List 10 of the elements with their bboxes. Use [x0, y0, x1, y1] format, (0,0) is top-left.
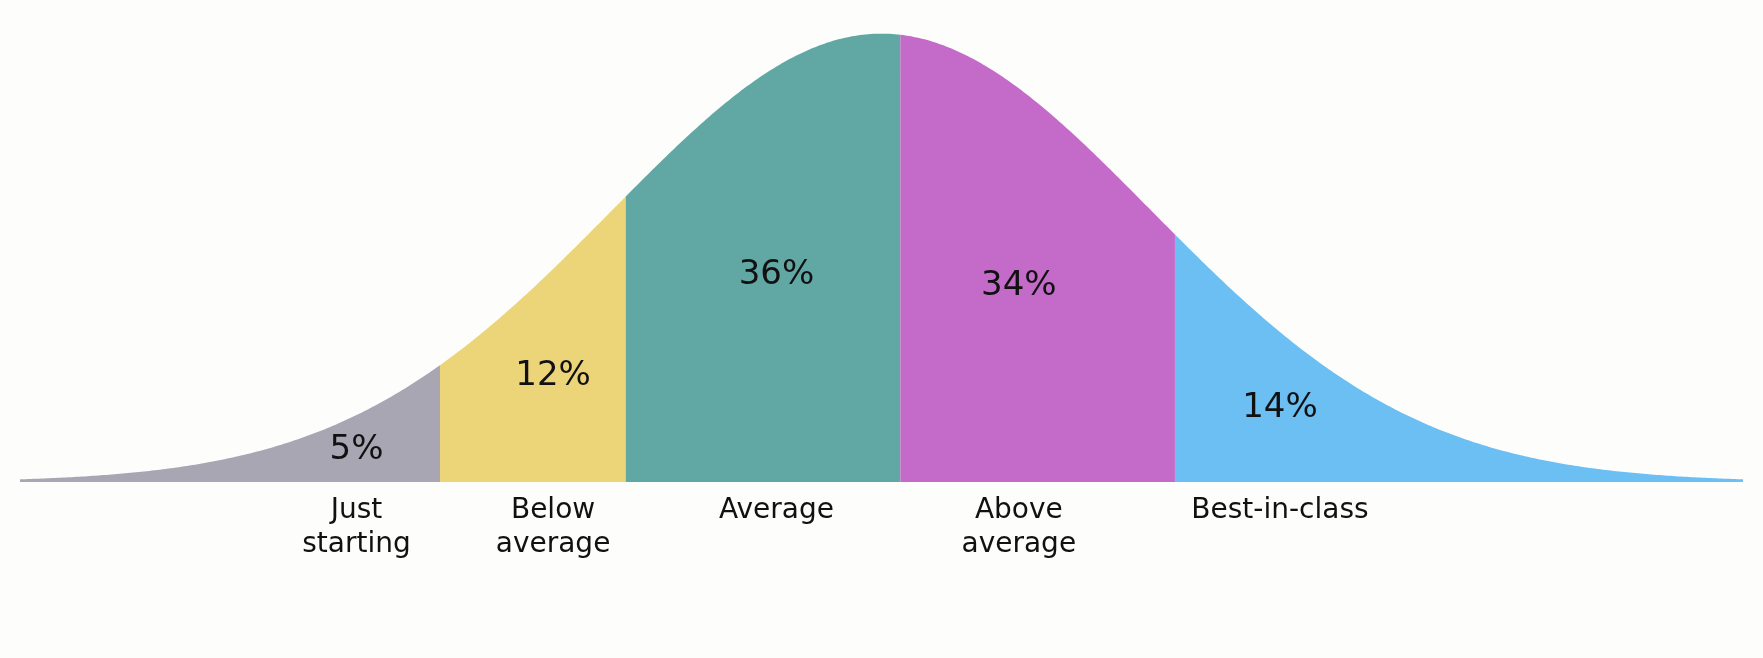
- data-label: 12%: [515, 353, 591, 394]
- data-label: 14%: [1242, 385, 1318, 426]
- category-label: Above average: [961, 492, 1077, 559]
- data-label: 36%: [738, 252, 815, 293]
- category-label: Below average: [495, 492, 611, 559]
- data-label: 5%: [329, 426, 384, 467]
- data-label: 34%: [981, 263, 1057, 304]
- category-label: Just starting: [302, 492, 411, 559]
- category-label: Average: [719, 492, 834, 525]
- category-label: Best-in-class: [1191, 492, 1369, 525]
